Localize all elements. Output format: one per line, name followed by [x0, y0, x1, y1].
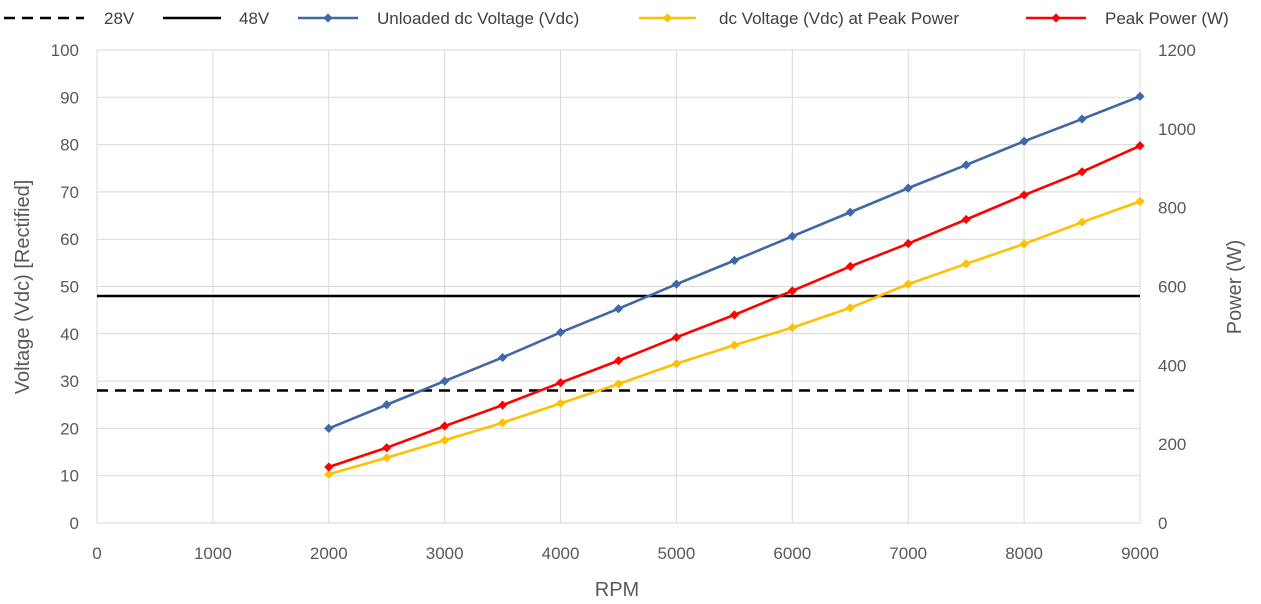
- data-point: [845, 261, 855, 271]
- data-point: [961, 214, 971, 225]
- series-line: [328, 200, 1141, 476]
- data-point: [440, 421, 450, 431]
- data-point: [1077, 114, 1087, 124]
- y-tick-right: 0: [1158, 514, 1167, 533]
- data-point: [961, 259, 971, 269]
- x-tick: 9000: [1121, 544, 1159, 563]
- y-tick-left: 10: [60, 467, 79, 486]
- y-tick-right: 800: [1158, 199, 1186, 218]
- data-point: [1077, 217, 1087, 227]
- x-tick: 2000: [310, 544, 348, 563]
- data-point: [1135, 196, 1145, 206]
- x-tick: 7000: [889, 544, 927, 563]
- data-point: [613, 356, 624, 366]
- y-axis-title-left: Voltage (Vdc) [Rectified]: [12, 180, 34, 395]
- data-point: [787, 231, 797, 241]
- data-point: [845, 303, 855, 313]
- data-point: [787, 323, 797, 333]
- data-point: [1019, 239, 1029, 249]
- legend-marker-3: [323, 13, 333, 23]
- reference-lines: [97, 294, 1140, 392]
- legend-label-1: 28V: [104, 9, 135, 28]
- x-tick: 6000: [773, 544, 811, 563]
- legend-marker-5: [1051, 13, 1061, 23]
- data-point: [324, 469, 334, 479]
- legend: 28V 48V Unloaded dc Voltage (Vdc) dc Voltag…: [4, 9, 1229, 28]
- data-point: [961, 160, 971, 170]
- legend-label-2: 48V: [239, 9, 270, 28]
- x-tick: 1000: [194, 544, 232, 563]
- data-point: [324, 423, 334, 433]
- data-point: [729, 340, 739, 350]
- y-tick-left: 0: [70, 514, 79, 533]
- data-point: [1019, 190, 1029, 200]
- data-point: [671, 358, 682, 369]
- data-point: [498, 418, 508, 428]
- legend-label-3: Unloaded dc Voltage (Vdc): [377, 9, 579, 28]
- data-point: [729, 310, 739, 320]
- data-point: [903, 279, 913, 289]
- data-point: [729, 255, 739, 266]
- data-point: [498, 352, 508, 363]
- y-tick-left: 30: [60, 372, 79, 391]
- series-2: [324, 196, 1145, 479]
- data-point: [382, 443, 392, 453]
- data-point: [613, 304, 624, 314]
- y-tick-right: 1000: [1158, 120, 1196, 139]
- legend-marker-4: [662, 13, 673, 23]
- x-tick: 8000: [1005, 544, 1043, 563]
- data-point: [1077, 167, 1087, 177]
- y-tick-left: 60: [60, 230, 79, 249]
- y-tick-left: 80: [60, 136, 79, 155]
- series-line: [328, 144, 1141, 469]
- data-point: [1135, 91, 1145, 101]
- y-tick-left: 50: [60, 278, 79, 297]
- data-point: [671, 279, 682, 289]
- y-tick-left: 90: [60, 88, 79, 107]
- x-tick: 4000: [542, 544, 580, 563]
- grid: [96, 49, 1141, 524]
- x-tick: 5000: [658, 544, 696, 563]
- y-tick-right: 400: [1158, 356, 1186, 375]
- data-point: [787, 286, 797, 296]
- x-axis-title: RPM: [595, 579, 639, 601]
- data-point: [555, 378, 566, 388]
- data-point: [440, 376, 450, 386]
- data-point: [382, 453, 392, 463]
- data-point: [498, 400, 508, 410]
- data-point: [671, 332, 682, 342]
- y-tick-right: 200: [1158, 435, 1186, 454]
- y-tick-left: 40: [60, 325, 79, 344]
- data-point: [1135, 141, 1145, 151]
- x-tick: 3000: [426, 544, 464, 563]
- data-point: [440, 435, 450, 445]
- data-point: [555, 327, 566, 337]
- legend-label-5: Peak Power (W): [1105, 9, 1229, 28]
- data-point: [613, 379, 624, 389]
- y-axis-title-right: Power (W): [1224, 240, 1246, 334]
- y-tick-right: 1200: [1158, 41, 1196, 60]
- data-point: [382, 400, 392, 410]
- y-tick-left: 70: [60, 183, 79, 202]
- data-point: [845, 207, 855, 217]
- series-group: [324, 91, 1145, 479]
- data-point: [903, 238, 913, 249]
- legend-label-4: dc Voltage (Vdc) at Peak Power: [719, 9, 959, 28]
- y-tick-right: 600: [1158, 278, 1186, 297]
- y-tick-left: 20: [60, 419, 79, 438]
- data-point: [903, 183, 913, 193]
- x-tick: 0: [92, 544, 101, 563]
- data-point: [555, 398, 566, 408]
- series-1: [324, 91, 1145, 433]
- data-point: [1019, 136, 1029, 146]
- series-3: [324, 141, 1145, 472]
- data-point: [324, 462, 334, 472]
- y-tick-left: 100: [51, 41, 79, 60]
